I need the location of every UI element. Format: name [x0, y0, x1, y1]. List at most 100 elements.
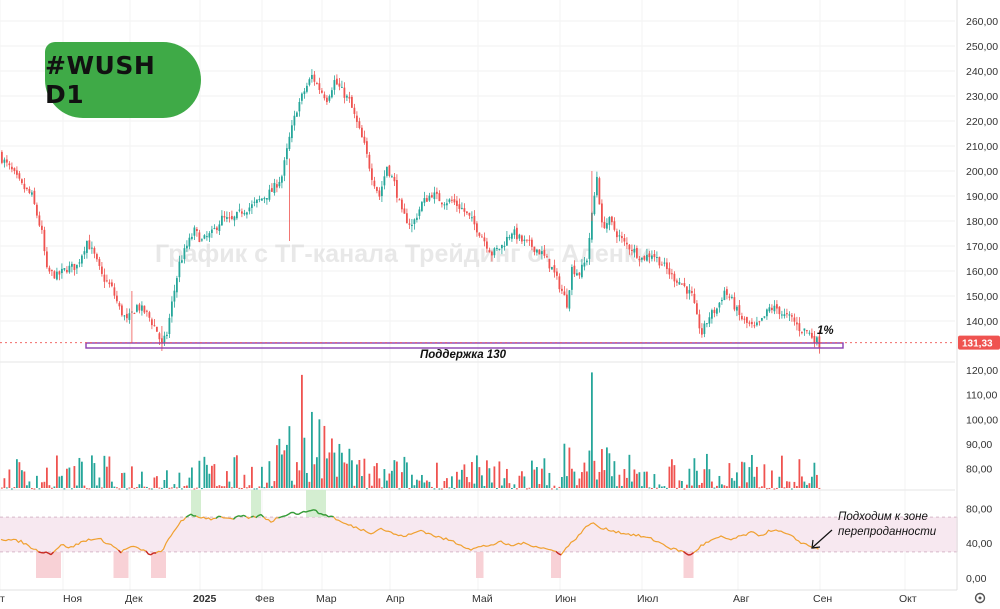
candle-body [596, 176, 598, 196]
rsi-panel [0, 490, 958, 578]
volume-bar [91, 455, 93, 488]
candle-body [256, 199, 258, 203]
candle-body [228, 217, 231, 219]
volume-bar [36, 475, 38, 488]
volume-bar [336, 476, 338, 488]
volume-bar [603, 470, 606, 488]
volume-bar [768, 487, 771, 489]
volume-bar [538, 483, 541, 488]
candle-body [476, 223, 478, 233]
volume-bar [503, 478, 506, 488]
volume-tick-label: 110,00 [966, 390, 997, 402]
candle-body [6, 159, 8, 163]
volume-bar [801, 476, 803, 488]
rsi-overbought-segment [260, 514, 264, 518]
candle-body [398, 199, 401, 201]
candle-body [548, 258, 551, 269]
candle-body [611, 216, 613, 223]
volume-bar [451, 476, 453, 488]
volume-bar [283, 450, 286, 488]
candle-body [816, 337, 818, 344]
percent-label: 1% [817, 325, 834, 337]
candle-body [468, 212, 471, 216]
volume-bar [541, 468, 543, 488]
volume-bar [666, 487, 668, 489]
volume-bar [278, 438, 281, 488]
volume-bar [446, 478, 448, 488]
candle-body [546, 256, 548, 258]
volume-bar [176, 487, 178, 489]
candle-body [603, 221, 606, 229]
candle-body [48, 267, 51, 272]
volume-bar [551, 488, 553, 490]
candle-body [768, 307, 771, 312]
candle-body [583, 262, 586, 267]
candle-body [598, 178, 601, 205]
rsi-overbought-segment [298, 512, 302, 515]
rsi-note-line2: перепроданности [838, 526, 937, 538]
candle-body [438, 193, 441, 202]
candle-body [723, 290, 726, 301]
candle-body [813, 335, 816, 343]
volume-bar [361, 476, 363, 488]
price-tick-label: 170,00 [966, 241, 998, 253]
price-axis[interactable]: 260,00 250,00 240,00 230,00 220,00 210,00 200,… [956, 0, 1000, 590]
candle-body [146, 310, 148, 312]
volume-bar [226, 471, 228, 488]
candle-body [3, 159, 6, 163]
candle-body [121, 305, 123, 316]
candle-body [116, 295, 118, 302]
volume-bar [208, 473, 211, 488]
candle-body [216, 227, 218, 230]
rsi-overbought-segment [258, 513, 262, 517]
volume-bar [511, 487, 513, 489]
oversold-highlight [476, 551, 484, 578]
candle-body [388, 165, 391, 176]
volume-bar [661, 486, 663, 488]
candle-body [796, 322, 798, 325]
volume-bar [198, 460, 201, 488]
candle-body [716, 308, 718, 314]
time-tick-label: Фев [255, 593, 275, 605]
rsi-oversold-segment [148, 553, 152, 556]
volume-bar [291, 480, 293, 488]
rsi-oversold-segment [118, 549, 122, 554]
candle-body [181, 260, 183, 263]
candle-body [243, 212, 246, 215]
volume-bar [421, 474, 423, 488]
volume-bar [658, 484, 661, 488]
candle-body [233, 216, 236, 221]
volume-bar [676, 487, 678, 489]
settings-icon[interactable] [974, 592, 986, 604]
time-tick-label: Окт [899, 593, 917, 605]
candle-body [91, 247, 93, 249]
volume-bar [608, 453, 611, 488]
ticker-badge: #WUSH D1 [45, 42, 201, 118]
candle-body [701, 328, 703, 335]
volume-tick-label: 120,00 [966, 365, 998, 377]
volume-bar [536, 467, 538, 488]
volume-bar [351, 460, 353, 488]
volume-bar [606, 447, 608, 488]
candle-body [613, 221, 616, 230]
annotations: Поддержка 130 1% Подходим к зоне перепродан… [420, 325, 937, 549]
rsi-oversold-segment [48, 552, 52, 556]
volume-bar [81, 461, 83, 488]
candle-body [411, 224, 413, 227]
candle-body [16, 170, 18, 175]
candle-body [226, 217, 228, 219]
candle-body [346, 95, 348, 98]
time-axis[interactable]: т Ноя Дек 2025 Фев Мар Апр Май Июн Июл Авг Сен Окт [0, 589, 986, 605]
rsi-overbought-segment [303, 510, 307, 513]
candle-body [718, 302, 721, 308]
volume-bar [263, 487, 266, 489]
volume-bar [686, 484, 688, 488]
volume-bar [416, 479, 418, 488]
time-tick-label: 2025 [193, 593, 217, 605]
candle-body [26, 187, 28, 189]
candle-body [238, 209, 241, 211]
volume-bar [366, 488, 368, 490]
candle-body [81, 255, 83, 264]
volume-bar [71, 488, 73, 490]
